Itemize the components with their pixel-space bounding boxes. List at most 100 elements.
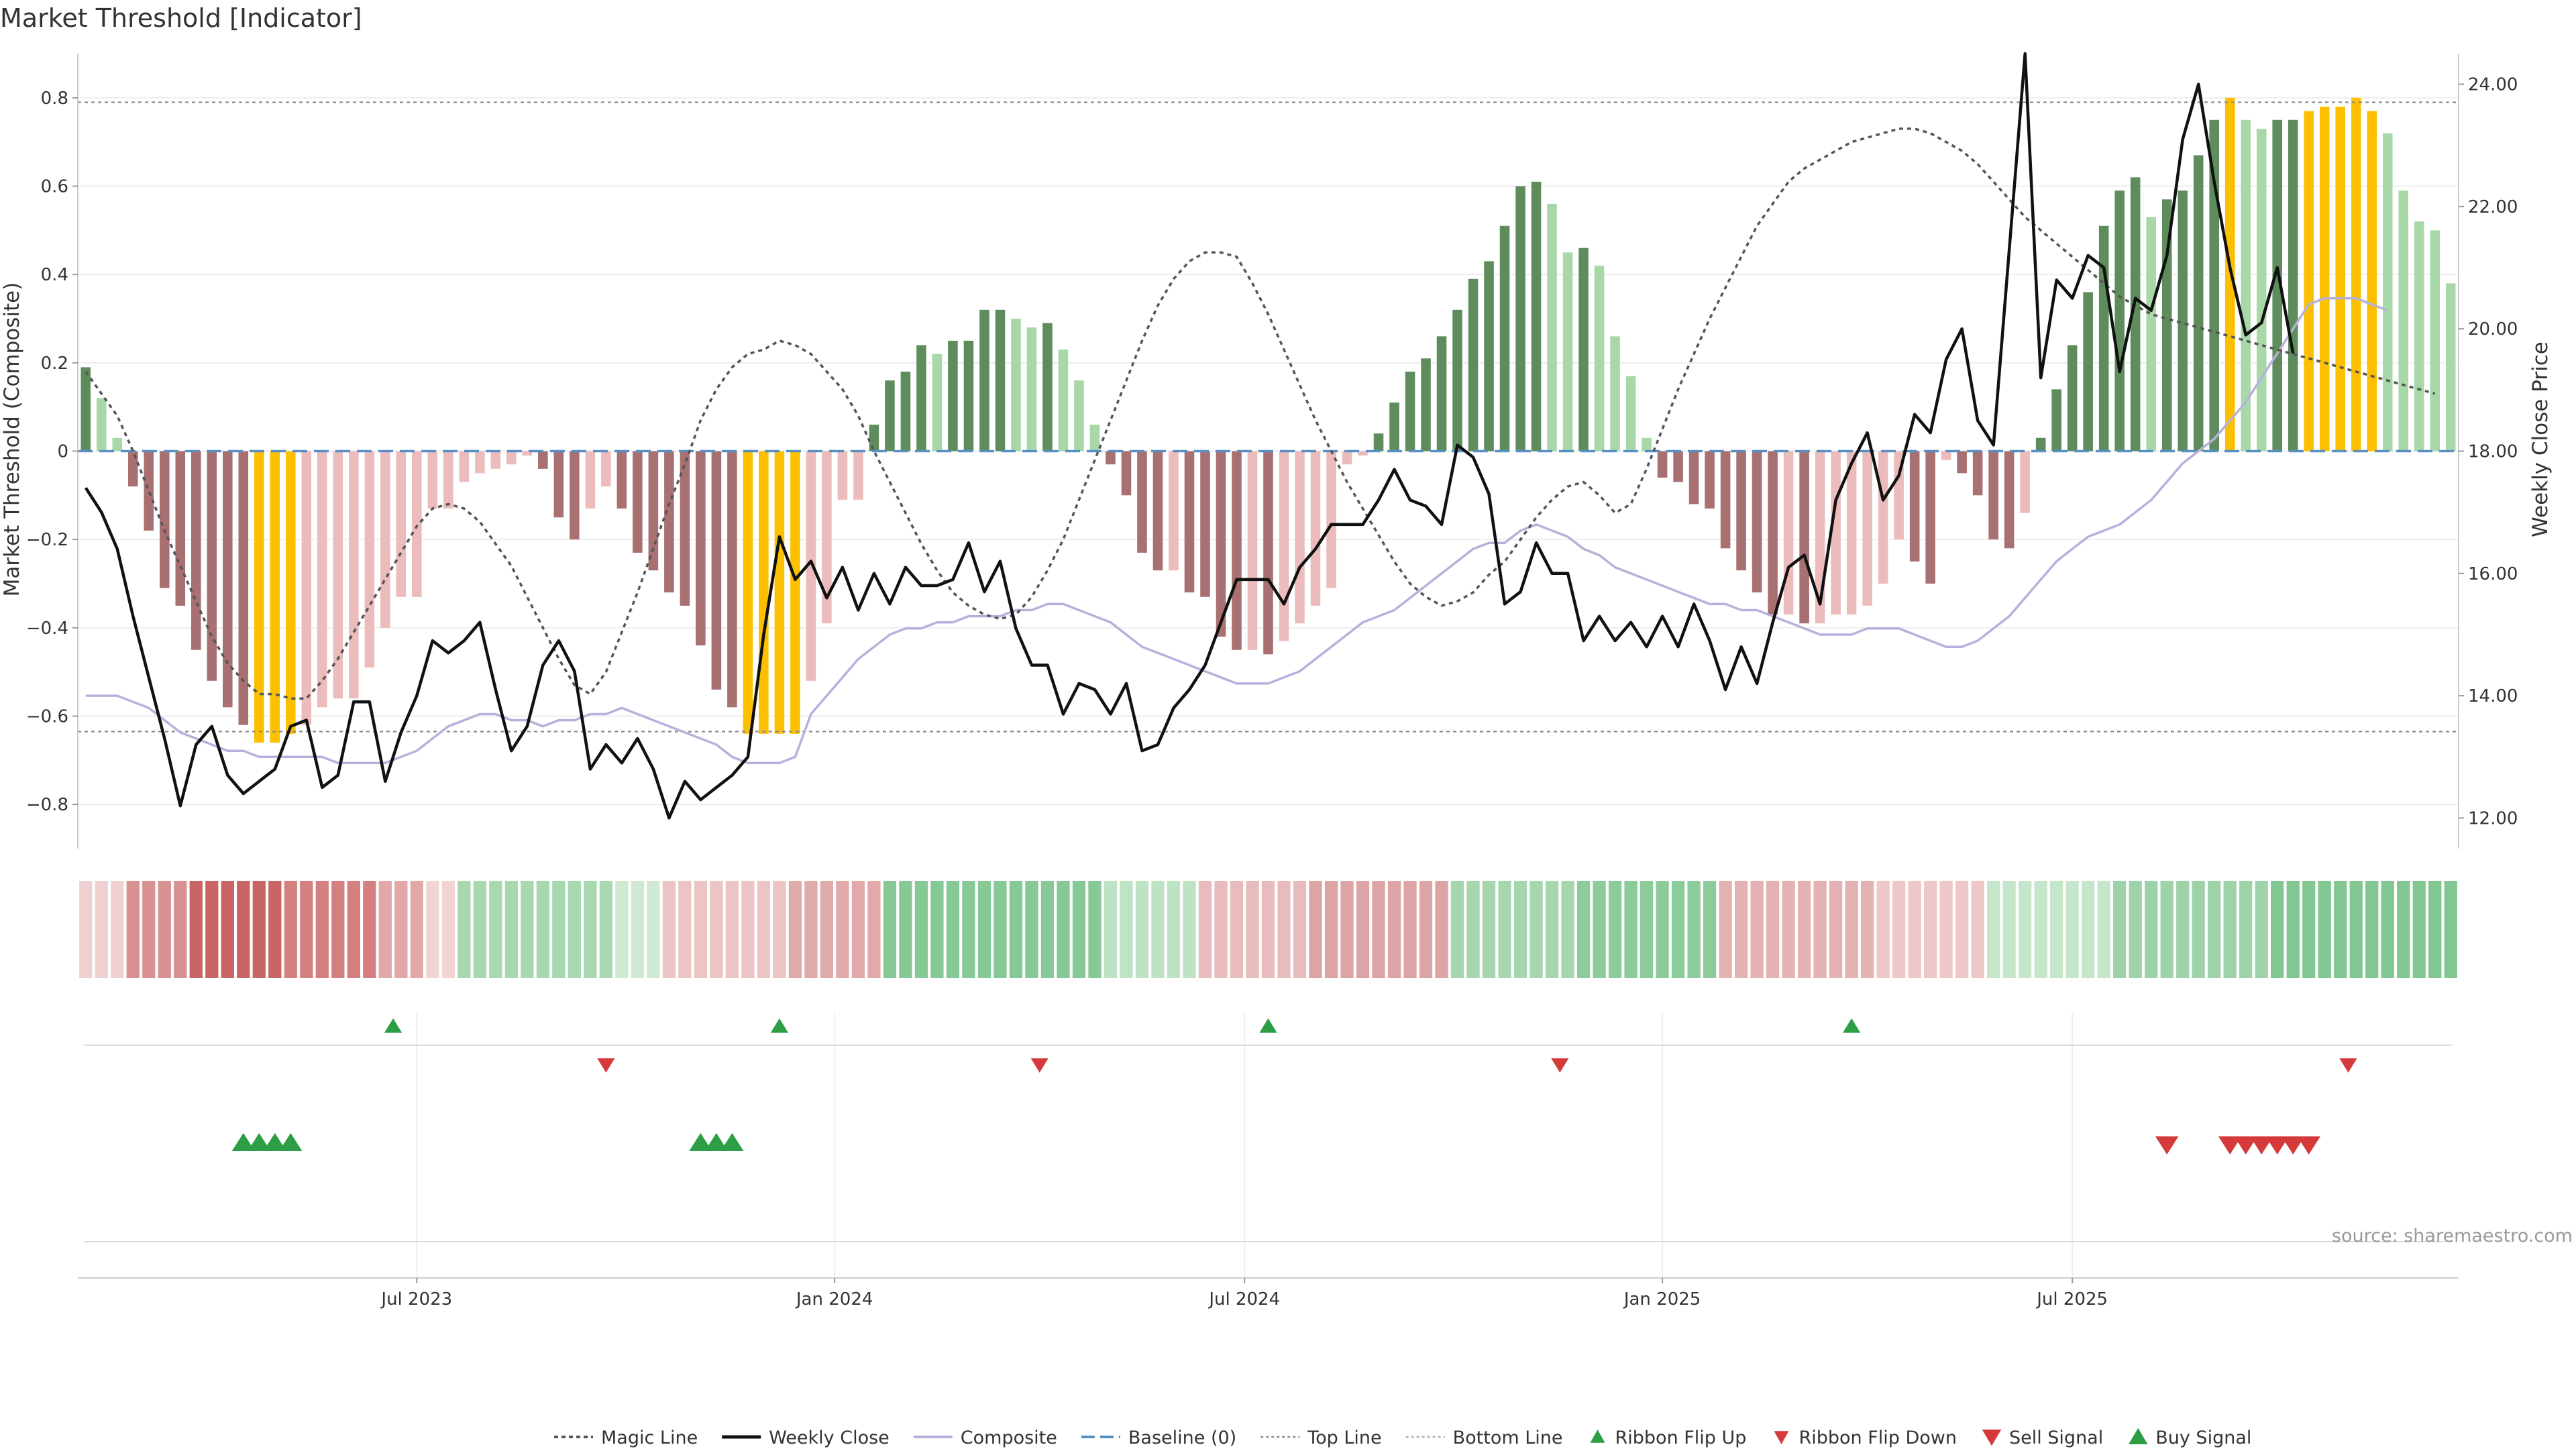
ribbon-cell-147 <box>2397 881 2410 978</box>
ribbon-cell-11 <box>252 881 266 978</box>
composite-bar-150 <box>2445 283 2456 451</box>
composite-bar-76 <box>1279 451 1289 641</box>
composite-bar-113 <box>1862 451 1872 606</box>
y-axis-right-label: Weekly Close Price <box>2528 341 2553 537</box>
composite-bar-72 <box>1216 451 1226 637</box>
ribbon-cell-66 <box>1120 881 1133 978</box>
composite-bar-35 <box>633 451 643 553</box>
composite-bar-23 <box>443 451 453 509</box>
composite-bar-59 <box>1011 319 1021 451</box>
ribbon-cell-143 <box>2334 881 2347 978</box>
ribbon-cell-7 <box>189 881 203 978</box>
buy-signal-1 <box>248 1133 271 1151</box>
legend-item-2: Composite <box>913 1428 1057 1448</box>
composite-bar-64 <box>1089 425 1100 451</box>
ribbon-cell-88 <box>1466 881 1480 978</box>
sell-signal-6 <box>2297 1136 2320 1155</box>
ribbon-cell-131 <box>2145 881 2158 978</box>
composite-bar-78 <box>1310 451 1321 606</box>
ribbon-cell-96 <box>1593 881 1606 978</box>
ribbon-cell-103 <box>1703 881 1717 978</box>
composite-bar-62 <box>1058 350 1069 451</box>
y-left-tick-2: 0.4 <box>41 265 68 285</box>
ribbon-cell-60 <box>1025 881 1038 978</box>
ribbon-cell-15 <box>315 881 329 978</box>
legend-item-1: Weekly Close <box>722 1428 890 1448</box>
sell-signal-1 <box>2218 1136 2242 1155</box>
composite-bar-75 <box>1263 451 1273 655</box>
composite-bar-125 <box>2051 389 2061 451</box>
ribbon-cell-67 <box>1135 881 1149 978</box>
ribbon-cell-113 <box>1860 881 1874 978</box>
composite-bar-105 <box>1736 451 1746 571</box>
composite-bar-24 <box>459 451 470 482</box>
ribbon-cell-87 <box>1450 881 1464 978</box>
composite-bar-96 <box>1594 266 1605 451</box>
composite-bar-103 <box>1705 451 1715 509</box>
composite-bar-134 <box>2193 155 2204 451</box>
ribbon-cell-110 <box>1813 881 1827 978</box>
ribbon-cell-71 <box>1198 881 1212 978</box>
composite-bar-13 <box>286 451 296 734</box>
ribbon-cell-30 <box>552 881 566 978</box>
ribbon-cell-59 <box>1009 881 1023 978</box>
composite-bar-27 <box>506 451 517 465</box>
ribbon-cell-135 <box>2208 881 2221 978</box>
composite-bar-80 <box>1342 451 1352 465</box>
ribbon-cell-9 <box>221 881 234 978</box>
composite-bar-57 <box>979 309 989 451</box>
composite-bar-128 <box>2098 225 2109 451</box>
composite-bar-81 <box>1358 451 1368 456</box>
composite-bar-20 <box>396 451 407 597</box>
ribbon-cell-114 <box>1876 881 1890 978</box>
ribbon-flip-down-2 <box>1551 1058 1569 1073</box>
composite-bar-136 <box>2224 97 2235 451</box>
composite-bar-5 <box>159 451 170 588</box>
composite-bar-33 <box>601 451 611 487</box>
ribbon-cell-10 <box>237 881 250 978</box>
composite-bar-90 <box>1499 225 1510 451</box>
composite-bar-66 <box>1121 451 1132 496</box>
ribbon-flip-up-2 <box>1259 1018 1277 1033</box>
composite-bar-87 <box>1452 309 1462 451</box>
sell-signal-5 <box>2281 1136 2305 1155</box>
ribbon-cell-12 <box>268 881 282 978</box>
composite-bar-41 <box>727 451 737 708</box>
composite-bar-111 <box>1831 451 1841 615</box>
ribbon-flip-up-1 <box>770 1018 789 1033</box>
y-right-tick-5: 14.00 <box>2468 686 2518 706</box>
composite-bar-93 <box>1547 203 1557 451</box>
y-left-tick-3: 0.2 <box>41 354 68 374</box>
composite-bar-10 <box>238 451 249 725</box>
ribbon-cell-148 <box>2412 881 2426 978</box>
composite-bar-46 <box>806 451 816 681</box>
y-right-tick-0: 24.00 <box>2468 75 2518 95</box>
legend-label-2: Composite <box>961 1428 1057 1448</box>
composite-bar-123 <box>2020 451 2030 513</box>
composite-bar-8 <box>207 451 217 681</box>
ribbon-cell-36 <box>647 881 660 978</box>
ribbon-cell-37 <box>662 881 676 978</box>
ribbon-cell-69 <box>1167 881 1181 978</box>
ribbon-cell-35 <box>631 881 645 978</box>
ribbon-cell-8 <box>205 881 219 978</box>
composite-bar-112 <box>1846 451 1857 615</box>
ribbon-cell-94 <box>1561 881 1574 978</box>
buy-signal-2 <box>263 1133 287 1151</box>
ribbon-cell-28 <box>521 881 534 978</box>
sell-signal-0 <box>2155 1136 2179 1155</box>
ribbon-cell-76 <box>1277 881 1291 978</box>
composite-bar-146 <box>2382 133 2393 451</box>
composite-bar-92 <box>1531 181 1542 451</box>
composite-bars <box>80 97 2456 743</box>
ribbon-cell-83 <box>1387 881 1401 978</box>
composite-bar-133 <box>2178 191 2188 451</box>
ribbon-cell-24 <box>458 881 471 978</box>
ribbon-cell-119 <box>1955 881 1969 978</box>
sell-signal-3 <box>2249 1136 2273 1155</box>
composite-bar-3 <box>127 451 138 487</box>
composite-bar-18 <box>364 451 375 668</box>
composite-bar-68 <box>1152 451 1163 571</box>
ribbon-cell-33 <box>599 881 612 978</box>
